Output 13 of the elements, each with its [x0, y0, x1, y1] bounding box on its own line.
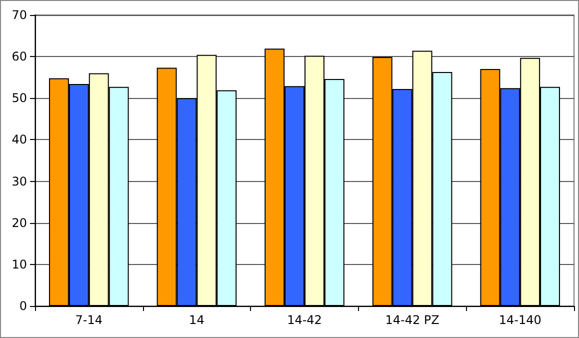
y-tick-label: 0: [19, 299, 27, 313]
y-tick-label: 30: [12, 174, 27, 188]
y-tick-label: 40: [12, 132, 27, 147]
y-tick-label: 20: [12, 216, 27, 230]
x-tick-label: 14-42 PZ: [385, 313, 440, 327]
x-tick-label: 14-140: [498, 313, 542, 327]
y-tick-label: 60: [12, 50, 27, 64]
x-tick-label: 14: [189, 313, 204, 327]
x-tick-label: 7-14: [75, 313, 103, 327]
y-tick-label: 50: [12, 91, 27, 106]
y-tick-label: 10: [12, 257, 27, 272]
x-tick-label: 14-42: [287, 313, 322, 327]
y-tick-label: 70: [12, 8, 27, 22]
